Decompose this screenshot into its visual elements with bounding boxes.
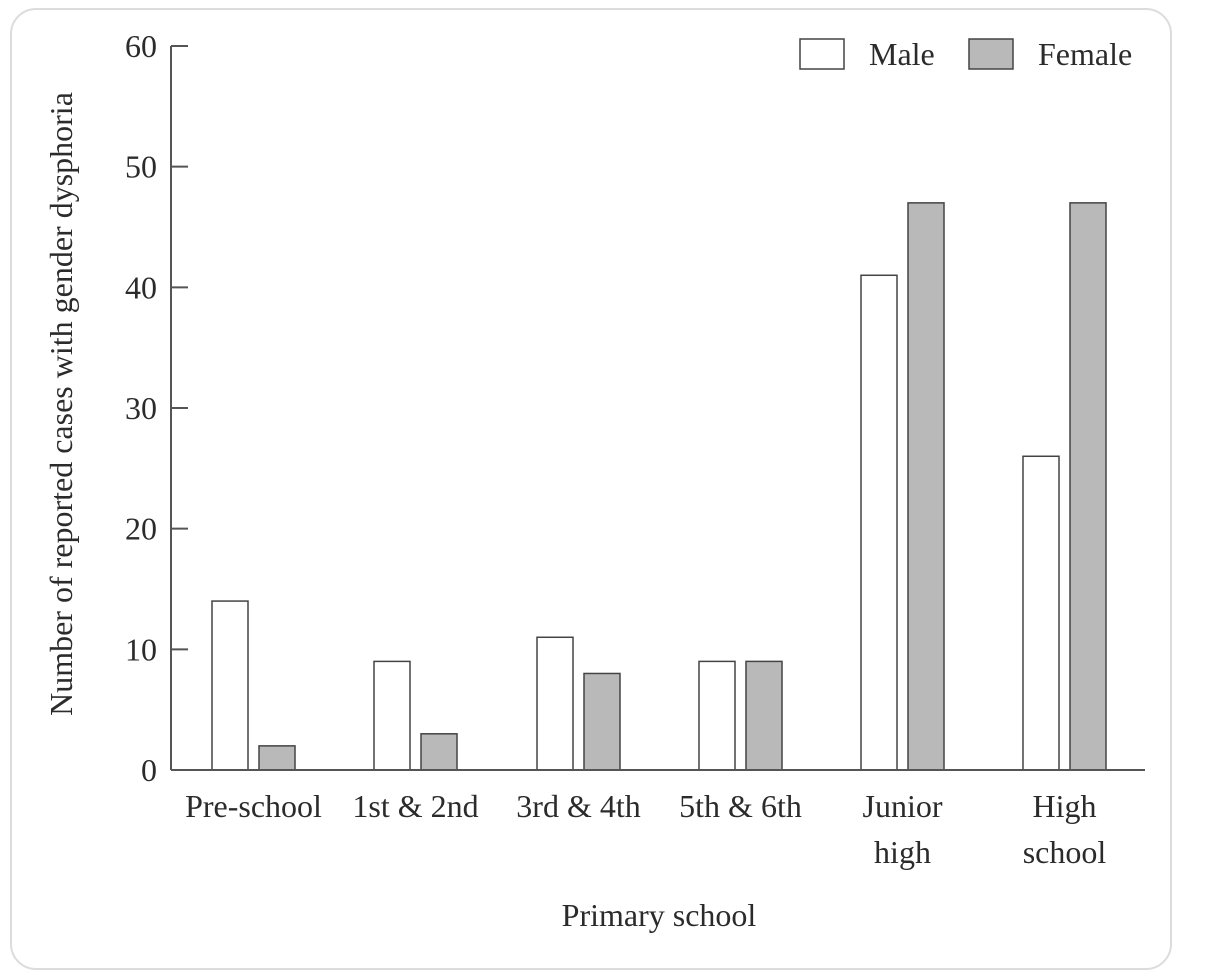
y-tick-label: 10: [125, 631, 157, 667]
bar-male-2: [536, 636, 574, 771]
legend-swatch-female: [968, 38, 1014, 70]
y-tick-label: 50: [125, 149, 157, 185]
y-tick-label: 20: [125, 511, 157, 547]
x-tick-label-line: Pre-school: [185, 788, 322, 824]
legend-swatch-male: [799, 38, 845, 70]
x-tick-label-line: school: [1023, 834, 1107, 870]
y-axis-ticks: 0 10 20 30 40 50 60: [125, 28, 188, 788]
x-tick-label-line: 3rd & 4th: [516, 788, 640, 824]
legend-label-female: Female: [1038, 36, 1132, 72]
chart-frame: [10, 8, 1172, 970]
x-tick-label-line: 1st & 2nd: [352, 788, 478, 824]
y-tick-label: 30: [125, 390, 157, 426]
x-tick-label-line: High: [1033, 788, 1097, 824]
x-tick-label: 1st & 2nd: [352, 788, 478, 824]
bar-male-3: [698, 660, 736, 771]
bars: [211, 202, 1107, 771]
y-tick-label: 40: [125, 269, 157, 305]
y-tick-label: 0: [141, 752, 157, 788]
x-tick-label: 3rd & 4th: [516, 788, 640, 824]
bar-female-4: [907, 202, 945, 771]
bar-male-5: [1022, 455, 1060, 771]
bar-female-5: [1069, 202, 1107, 771]
legend-label-male: Male: [869, 36, 935, 72]
bar-female-1: [420, 733, 458, 771]
x-tick-label: Pre-school: [185, 788, 322, 824]
bar-male-0: [211, 600, 249, 771]
bar-male-4: [860, 274, 898, 771]
x-tick-label: High school: [1023, 788, 1107, 870]
axes: [170, 46, 1145, 771]
x-tick-label-line: high: [874, 834, 931, 870]
bar-female-0: [258, 745, 296, 771]
y-tick-label: 60: [125, 28, 157, 64]
x-tick-label-line: Junior: [863, 788, 943, 824]
y-axis-title: Number of reported cases with gender dys…: [43, 92, 79, 716]
x-tick-label-line: 5th & 6th: [679, 788, 802, 824]
x-axis-labels: Pre-school 1st & 2nd 3rd & 4th 5th & 6th Jun…: [185, 788, 1106, 870]
x-tick-label: 5th & 6th: [679, 788, 802, 824]
bar-female-3: [745, 660, 783, 771]
bar-female-2: [583, 672, 621, 771]
bar-male-1: [373, 660, 411, 771]
x-axis-title: Primary school: [562, 897, 757, 933]
legend: Male Female: [799, 36, 1132, 72]
x-tick-label: Junior high: [863, 788, 943, 870]
